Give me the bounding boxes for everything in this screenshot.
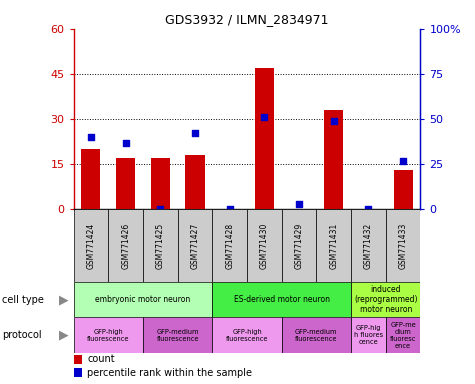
- Point: [365, 206, 372, 212]
- Bar: [74, 355, 82, 364]
- Bar: [247, 209, 282, 282]
- Bar: [351, 209, 386, 282]
- Bar: [143, 209, 178, 282]
- Bar: [212, 317, 282, 353]
- Text: GSM771426: GSM771426: [121, 223, 130, 269]
- Text: embryonic motor neuron: embryonic motor neuron: [95, 295, 190, 304]
- Point: [87, 134, 95, 140]
- Point: [399, 157, 407, 164]
- Bar: [351, 282, 420, 317]
- Bar: [212, 209, 247, 282]
- Bar: [316, 209, 351, 282]
- Title: GDS3932 / ILMN_2834971: GDS3932 / ILMN_2834971: [165, 13, 329, 26]
- Bar: [386, 209, 420, 282]
- Point: [330, 118, 337, 124]
- Bar: [282, 317, 351, 353]
- Bar: [74, 368, 82, 377]
- Text: GSM771428: GSM771428: [225, 223, 234, 269]
- Text: GFP-high
fluorescence: GFP-high fluorescence: [87, 329, 130, 341]
- Text: percentile rank within the sample: percentile rank within the sample: [87, 367, 253, 377]
- Text: GSM771430: GSM771430: [260, 223, 269, 269]
- Bar: [185, 155, 205, 209]
- Bar: [81, 149, 101, 209]
- Text: ES-derived motor neuron: ES-derived motor neuron: [234, 295, 330, 304]
- Bar: [143, 317, 212, 353]
- Text: GSM771431: GSM771431: [329, 223, 338, 269]
- Bar: [108, 209, 143, 282]
- Text: cell type: cell type: [2, 295, 44, 305]
- Text: GFP-medium
fluorescence: GFP-medium fluorescence: [156, 329, 199, 341]
- Point: [295, 201, 303, 207]
- Bar: [255, 68, 274, 209]
- Text: GFP-high
fluorescence: GFP-high fluorescence: [226, 329, 268, 341]
- Text: GSM771425: GSM771425: [156, 223, 165, 269]
- Point: [122, 139, 129, 146]
- Text: GFP-hig
h fluores
cence: GFP-hig h fluores cence: [354, 325, 383, 345]
- Text: GFP-me
dium
fluoresc
ence: GFP-me dium fluoresc ence: [390, 321, 416, 349]
- Text: ▶: ▶: [59, 293, 69, 306]
- Text: ▶: ▶: [59, 329, 69, 341]
- Bar: [74, 317, 143, 353]
- Text: GSM771424: GSM771424: [86, 223, 95, 269]
- Bar: [351, 317, 386, 353]
- Bar: [151, 158, 170, 209]
- Text: GSM771432: GSM771432: [364, 223, 373, 269]
- Bar: [178, 209, 212, 282]
- Text: GSM771427: GSM771427: [190, 223, 200, 269]
- Bar: [324, 110, 343, 209]
- Bar: [74, 282, 212, 317]
- Bar: [74, 209, 108, 282]
- Text: GSM771433: GSM771433: [399, 223, 408, 269]
- Bar: [282, 209, 316, 282]
- Text: protocol: protocol: [2, 330, 42, 340]
- Point: [226, 206, 234, 212]
- Text: GSM771429: GSM771429: [294, 223, 304, 269]
- Point: [156, 206, 164, 212]
- Bar: [212, 282, 351, 317]
- Text: induced
(reprogrammed)
motor neuron: induced (reprogrammed) motor neuron: [354, 285, 418, 314]
- Text: count: count: [87, 354, 115, 364]
- Point: [191, 131, 199, 137]
- Bar: [386, 317, 420, 353]
- Bar: [393, 170, 413, 209]
- Text: GFP-medium
fluorescence: GFP-medium fluorescence: [295, 329, 338, 341]
- Point: [261, 114, 268, 120]
- Bar: [116, 158, 135, 209]
